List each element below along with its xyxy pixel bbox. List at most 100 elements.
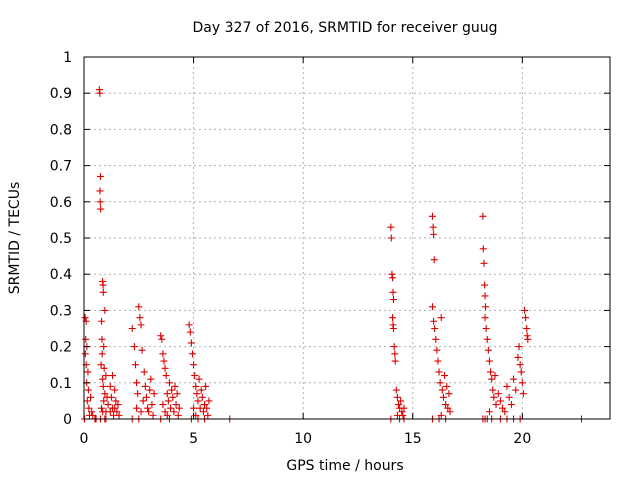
data-point — [430, 317, 438, 325]
y-tick-label: 0.2 — [50, 340, 72, 356]
data-point — [171, 382, 179, 390]
data-point — [389, 314, 397, 322]
data-point — [429, 223, 437, 231]
data-point — [101, 306, 109, 314]
x-axis-label: GPS time / hours — [286, 458, 403, 474]
data-point — [99, 288, 107, 296]
data-point — [106, 408, 114, 416]
data-point — [101, 390, 109, 398]
data-point — [436, 379, 444, 387]
data-point — [516, 361, 524, 369]
x-tick-label: 20 — [513, 431, 531, 447]
data-point — [96, 172, 104, 180]
data-point — [158, 335, 166, 343]
data-point — [137, 408, 145, 416]
data-point — [190, 361, 198, 369]
data-point — [146, 386, 154, 394]
data-point — [157, 332, 165, 340]
data-point — [496, 397, 504, 405]
data-point — [503, 382, 511, 390]
data-point — [431, 325, 439, 332]
data-point — [115, 411, 123, 419]
data-point — [132, 361, 140, 369]
y-tick-label: 0.3 — [50, 303, 72, 319]
data-point — [187, 339, 195, 347]
data-point — [112, 397, 120, 405]
y-tick-labels: 0 0.1 0.2 0.3 0.4 0.5 0.6 0.7 0.8 0.9 1 — [50, 50, 72, 428]
data-point — [199, 408, 207, 416]
data-point — [173, 390, 181, 398]
data-point — [522, 314, 530, 322]
data-point — [398, 408, 406, 416]
data-point — [149, 411, 157, 419]
data-point — [190, 404, 198, 412]
data-point — [434, 357, 442, 365]
data-point — [485, 357, 493, 365]
data-point — [437, 411, 445, 419]
data-point — [96, 198, 104, 206]
data-point — [490, 393, 498, 401]
data-point — [484, 346, 492, 354]
grid-lines — [84, 57, 610, 419]
data-point — [185, 321, 193, 329]
data-point — [505, 393, 513, 401]
data-point — [89, 411, 97, 419]
data-point — [445, 390, 453, 398]
data-point — [428, 303, 436, 311]
y-tick-label: 1 — [63, 50, 72, 66]
data-point — [438, 386, 446, 394]
data-point — [98, 335, 106, 343]
data-point — [133, 404, 141, 412]
data-point — [113, 408, 121, 416]
data-point — [100, 343, 108, 351]
data-point — [387, 223, 395, 231]
data-point — [141, 382, 149, 390]
data-point — [97, 361, 105, 369]
data-point — [137, 321, 145, 329]
data-point — [99, 382, 107, 390]
data-point — [481, 314, 489, 322]
data-point — [104, 401, 112, 409]
data-point — [81, 350, 89, 358]
data-point — [165, 379, 173, 387]
data-point — [479, 212, 487, 220]
data-point — [160, 357, 168, 365]
data-point — [519, 390, 527, 398]
x-tick-label: 10 — [294, 431, 312, 447]
data-point — [159, 350, 167, 358]
data-point — [138, 346, 146, 354]
data-point — [172, 401, 180, 409]
y-tick-label: 0.7 — [50, 159, 72, 175]
data-point — [108, 372, 116, 380]
data-point — [389, 288, 397, 296]
data-point — [164, 397, 172, 405]
y-axis-label: SRMTID / TECUs — [7, 182, 23, 295]
data-point — [98, 317, 106, 325]
data-point — [482, 303, 490, 311]
data-point — [96, 89, 104, 97]
data-point — [205, 397, 213, 405]
y-tick-label: 0.6 — [50, 195, 72, 211]
data-point — [167, 404, 175, 412]
data-point — [84, 368, 92, 376]
data-point — [163, 411, 171, 419]
data-point — [488, 375, 496, 383]
data-point — [168, 386, 176, 394]
data-point — [99, 375, 107, 383]
data-point — [188, 350, 196, 358]
data-point — [175, 404, 183, 412]
data-point — [203, 404, 211, 412]
y-tick-label: 0.8 — [50, 122, 72, 138]
data-point — [432, 335, 440, 343]
data-point — [439, 393, 447, 401]
data-point — [387, 234, 395, 242]
data-point — [483, 335, 491, 343]
data-point — [389, 325, 397, 332]
data-point — [135, 303, 143, 311]
data-point — [106, 382, 114, 390]
data-point — [446, 408, 454, 416]
data-point — [83, 397, 91, 405]
data-point — [84, 386, 92, 394]
data-point — [517, 368, 525, 376]
